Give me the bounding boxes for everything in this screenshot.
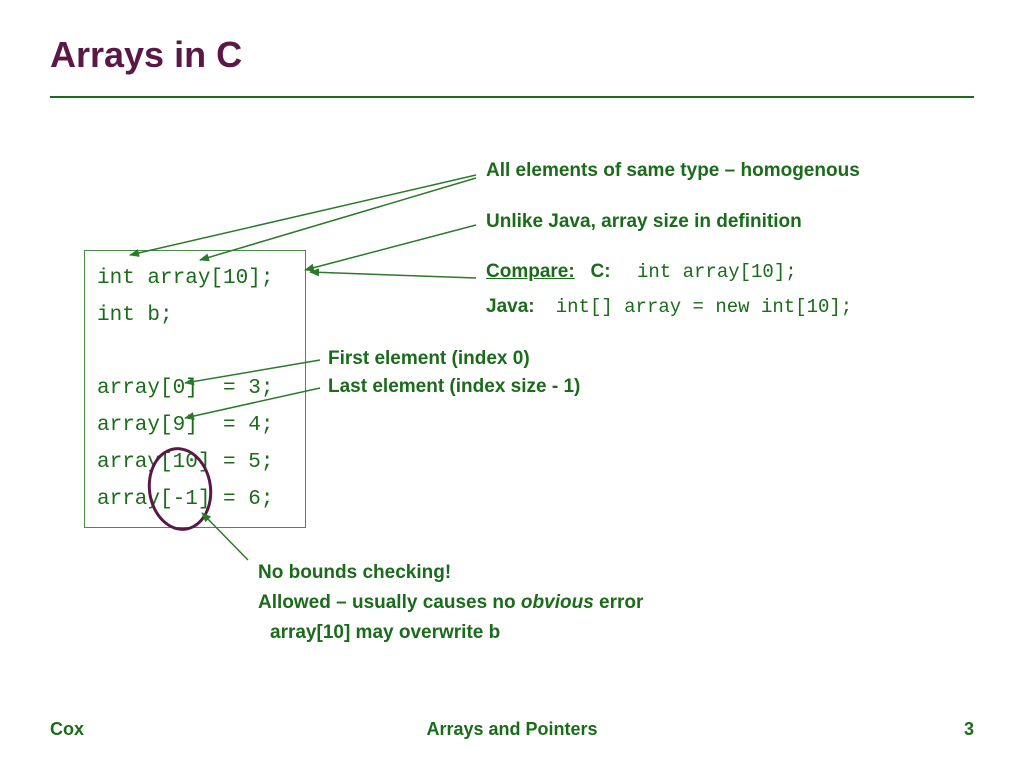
compare-c-label xyxy=(580,261,591,282)
ann-size: Unlike Java, array size in definition xyxy=(486,211,802,233)
arrow xyxy=(305,225,476,270)
compare-spacer xyxy=(616,261,637,282)
title-rule xyxy=(50,96,974,98)
code-line: int b; xyxy=(97,298,293,335)
page-title: Arrays in C xyxy=(50,34,242,76)
ann-compare: Compare: C: int array[10]; xyxy=(486,261,797,283)
footer-center: Arrays and Pointers xyxy=(0,719,1024,740)
ann-nobounds: No bounds checking! xyxy=(258,562,451,584)
compare-java-spacer xyxy=(540,296,556,317)
ann-allowed: Allowed – usually causes no obvious erro… xyxy=(258,592,643,614)
code-line xyxy=(97,335,293,372)
ann-last: Last element (index size - 1) xyxy=(328,376,580,398)
arrow xyxy=(200,178,476,260)
footer-right: 3 xyxy=(964,719,974,740)
code-line: int array[10]; xyxy=(97,261,293,298)
allowed-em: obvious xyxy=(521,592,594,613)
allowed-pre: Allowed – usually causes no xyxy=(258,592,521,613)
code-line: array[0] = 3; xyxy=(97,371,293,408)
code-line: array[9] = 4; xyxy=(97,408,293,445)
compare-label: Compare: xyxy=(486,261,575,282)
arrow xyxy=(310,272,476,278)
ann-homogenous: All elements of same type – homogenous xyxy=(486,160,860,182)
compare-c-code: int array[10]; xyxy=(637,261,797,283)
ann-compare-java: Java: int[] array = new int[10]; xyxy=(486,296,852,318)
ann-overwrite: array[10] may overwrite b xyxy=(270,622,500,644)
compare-java-code: int[] array = new int[10]; xyxy=(556,296,852,318)
ann-first: First element (index 0) xyxy=(328,348,530,370)
compare-java-label: Java: xyxy=(486,296,535,317)
allowed-post: error xyxy=(594,592,644,613)
arrow xyxy=(130,175,476,255)
compare-c-label-text: C: xyxy=(591,261,611,282)
